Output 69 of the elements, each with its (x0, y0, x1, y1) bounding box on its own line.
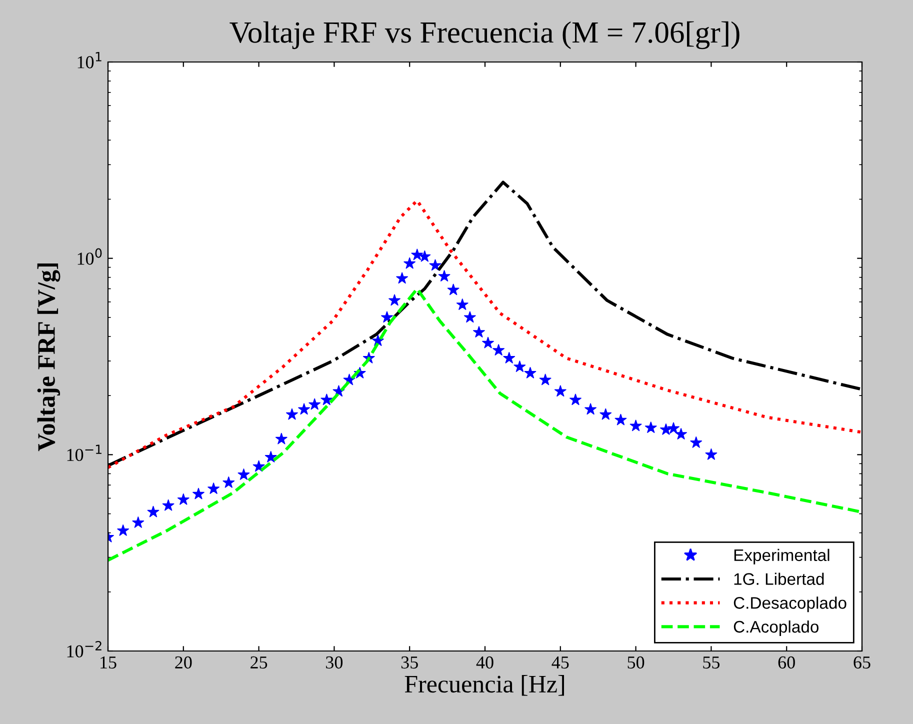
point (177, 493, 190, 505)
point (418, 250, 431, 262)
point (514, 360, 526, 372)
point (456, 298, 468, 310)
point (298, 403, 310, 415)
y-tick-label: 10$^{−1}$ (67, 444, 102, 462)
y-tick-label: 10$^{−2}$ (67, 640, 102, 658)
point (705, 448, 718, 460)
point (570, 394, 582, 406)
x-tick-label: 60 (778, 656, 795, 669)
point (222, 476, 235, 488)
point (132, 516, 144, 528)
point (447, 284, 460, 296)
point (464, 311, 476, 323)
point (275, 432, 288, 444)
point (404, 257, 416, 269)
point (147, 506, 160, 518)
point (208, 482, 220, 494)
point (320, 394, 333, 406)
x-tick-label: 40 (476, 656, 494, 669)
point (554, 385, 566, 397)
point (503, 352, 516, 364)
chart-title: Voltaje FRF vs Frecuencia (M = 7.06[gr]) (230, 21, 740, 50)
point (252, 460, 265, 472)
point (482, 336, 494, 348)
point (539, 374, 552, 386)
x-tick-label: 45 (552, 656, 569, 669)
x-tick-label: 55 (703, 656, 720, 669)
point (396, 272, 408, 284)
point (660, 423, 672, 435)
point (690, 436, 702, 448)
point (162, 499, 174, 511)
x-tick-label: 15 (100, 656, 116, 669)
legend-label: C.Desacoplado (734, 596, 846, 612)
point (584, 403, 597, 415)
point (117, 524, 130, 536)
point (438, 270, 450, 282)
y-tick-label: 10$^{0}$ (78, 248, 102, 265)
legend-label: C.Acoplado (734, 620, 819, 636)
x-tick-label: 50 (628, 656, 644, 669)
point (381, 311, 393, 323)
point (286, 408, 298, 420)
x-tick-label: 25 (250, 656, 268, 669)
y-tick-label: 10$^{1}$ (78, 52, 102, 68)
x-axis-title: Frecuencia [Hz] (404, 675, 564, 696)
point (388, 294, 400, 306)
point (600, 408, 612, 420)
x-tick-label: 65 (854, 656, 870, 669)
point (675, 428, 687, 440)
point (524, 366, 536, 378)
point (630, 420, 642, 432)
point (492, 344, 505, 356)
legend-label: 1G. Libertad (734, 572, 824, 585)
legend-label: Experimental (734, 548, 830, 564)
point (644, 422, 657, 433)
x-tick-label: 35 (401, 656, 418, 669)
point (614, 414, 627, 426)
point (192, 488, 204, 500)
point (668, 422, 680, 434)
x-tick-label: 30 (326, 656, 343, 669)
x-tick-label: 20 (175, 656, 192, 669)
y-axis-title: Voltaje FRF [V/g] (37, 263, 60, 452)
point (473, 326, 485, 338)
point (308, 398, 321, 410)
point (429, 259, 442, 271)
point (411, 248, 424, 260)
point (372, 334, 384, 346)
point (264, 451, 277, 462)
point (238, 468, 250, 480)
